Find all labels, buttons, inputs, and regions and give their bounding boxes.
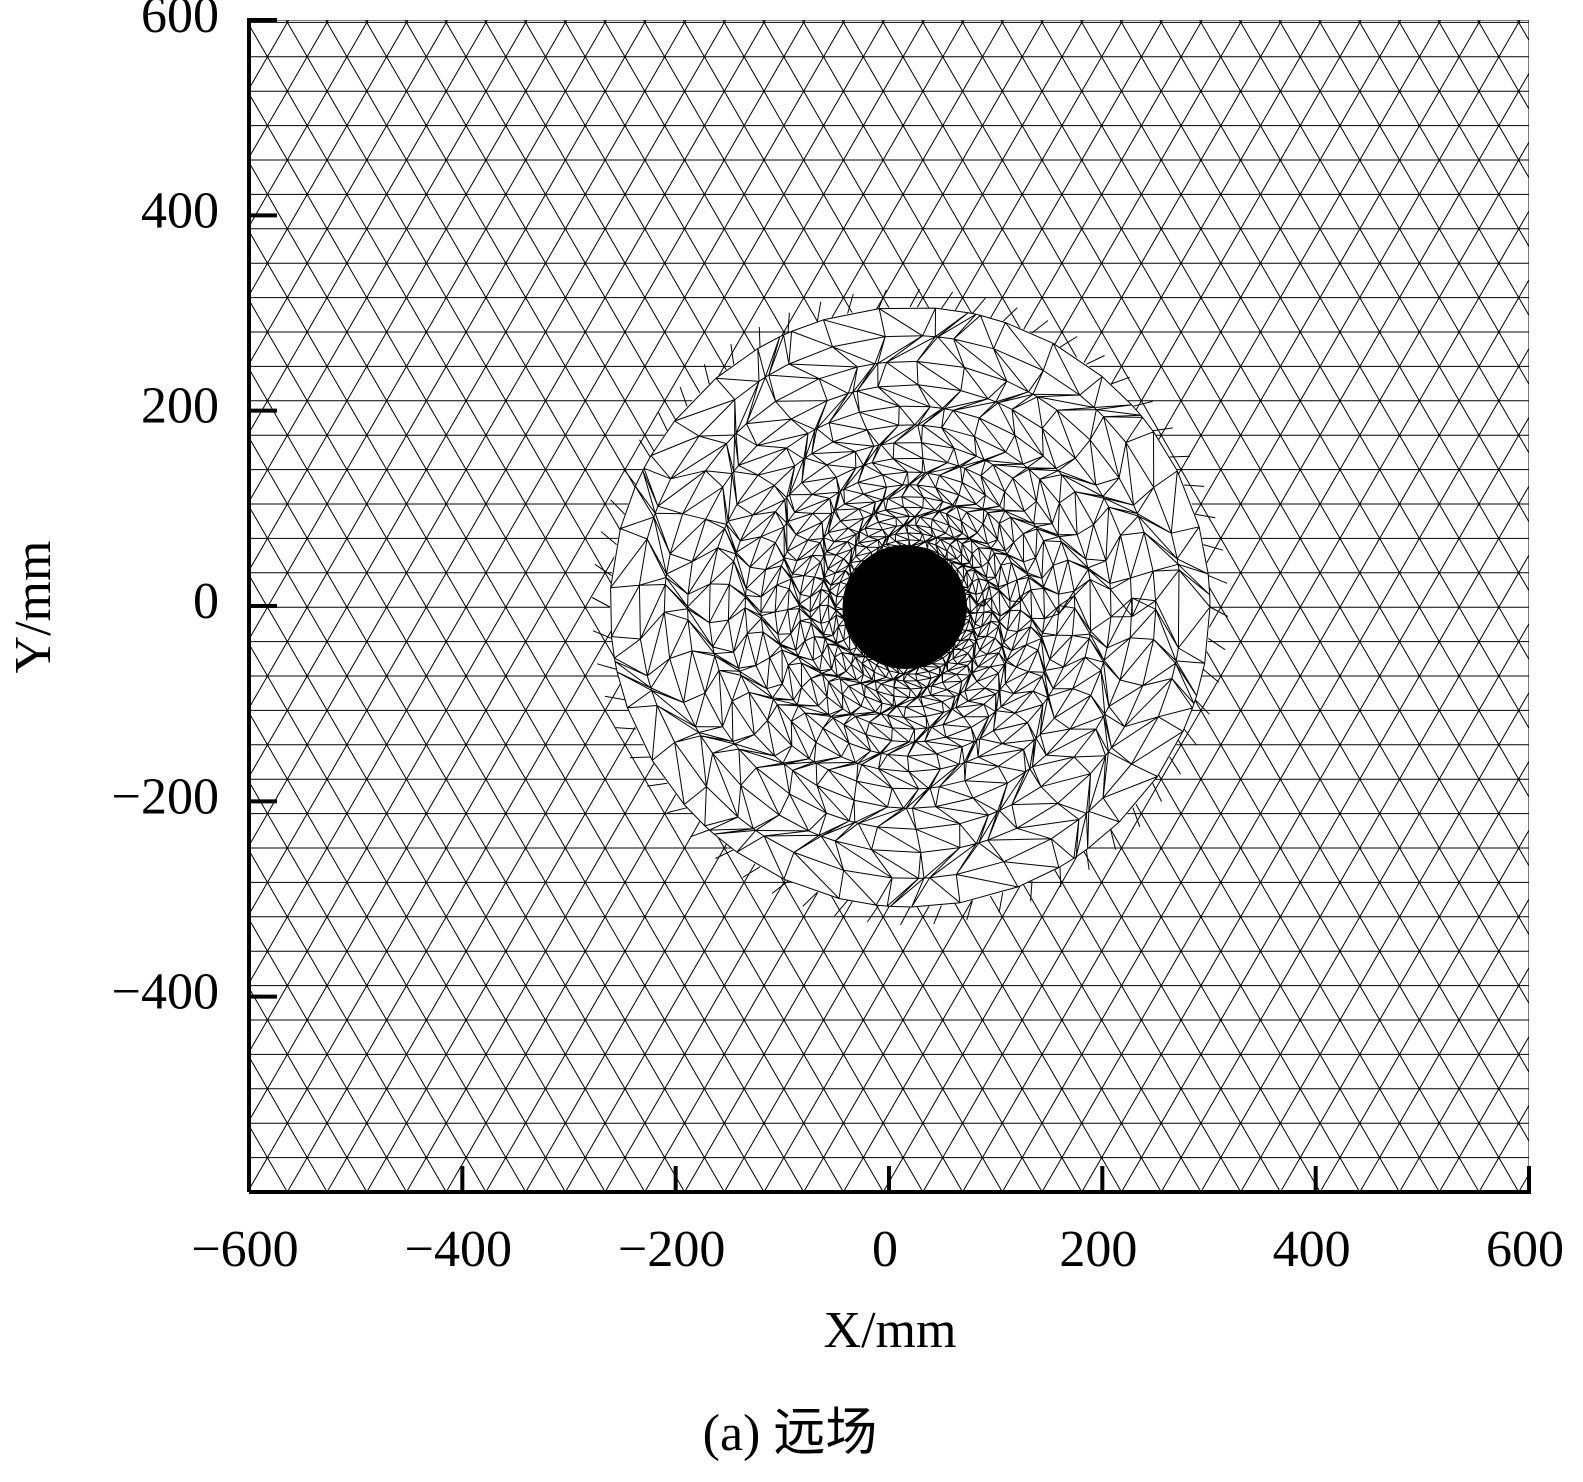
- x-tick-label: 400: [1273, 1221, 1351, 1278]
- x-tick-label: 200: [1059, 1221, 1137, 1278]
- x-tick-label: −400: [405, 1221, 512, 1278]
- x-tick-label: 600: [1486, 1221, 1564, 1278]
- mesh-core: [843, 545, 967, 669]
- mesh-lattice: [249, 20, 1529, 1192]
- y-tick-label: −200: [112, 768, 219, 825]
- x-tick-label: 0: [872, 1221, 898, 1278]
- mesh-line: [249, 20, 1529, 1192]
- y-tick-label: 200: [141, 378, 219, 435]
- y-axis-label: Y/mm: [5, 541, 62, 674]
- caption: (a) 远场: [703, 1405, 878, 1462]
- y-tick-label: −400: [112, 964, 219, 1021]
- x-tick-label: −600: [191, 1221, 298, 1278]
- y-tick-label: 400: [141, 182, 219, 239]
- x-axis-label: X/mm: [824, 1302, 957, 1359]
- x-tick-label: −200: [618, 1221, 725, 1278]
- y-tick-label: 0: [193, 573, 219, 630]
- y-tick-label: 600: [141, 0, 219, 44]
- mesh: [249, 20, 1529, 1192]
